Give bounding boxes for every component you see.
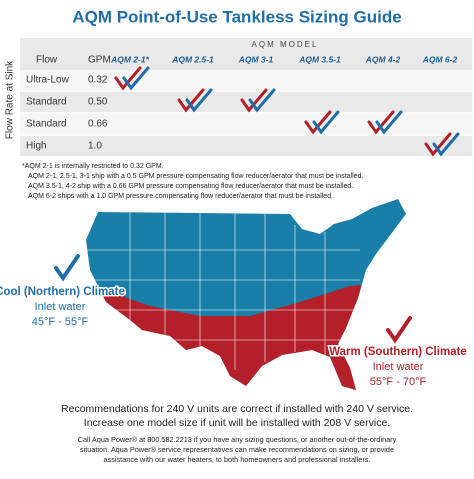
contact: situation. Aqua Power® service represent… <box>80 445 394 454</box>
check-red <box>424 132 452 157</box>
note: Increase one model size if unit will be … <box>84 417 390 429</box>
state-lines <box>86 210 360 370</box>
climate-check <box>386 316 412 344</box>
footnote: *AQM 2-1 is internally restricted to 0.3… <box>22 163 164 170</box>
cell: 0.32 <box>88 75 108 86</box>
checkmark <box>424 132 460 157</box>
cell: Ultra-Low <box>26 75 70 86</box>
column-header: Flow <box>36 55 58 66</box>
column-header: AQM 2-1* <box>110 54 149 64</box>
cell: Standard <box>26 119 67 130</box>
check-red <box>240 88 268 113</box>
check-red <box>114 66 142 91</box>
climate-line: Inlet water <box>373 361 424 373</box>
contact: Call Aqua Power® at 800.582.2213 if you … <box>78 435 397 444</box>
climate-title: Cool (Northern) Climate <box>0 286 125 298</box>
footnote: AQM 3.5-1, 4-2 ship with a 0.66 GPM pres… <box>28 183 353 190</box>
check-blue <box>122 66 150 91</box>
check-blue <box>185 88 213 113</box>
table-bg <box>20 38 472 156</box>
column-header: GPM <box>88 55 111 66</box>
checkmark <box>304 110 340 135</box>
column-header: AQM 3.5-1 <box>298 54 341 64</box>
check-blue <box>312 110 340 135</box>
column-header: AQM 4-2 <box>365 54 401 64</box>
column-header: AQM 3-1 <box>238 54 274 64</box>
footnote: AQM 2-1, 2.5-1, 3-1 ship with a 0.5 GPM … <box>28 173 363 180</box>
check-blue <box>432 132 460 157</box>
climate-line: 45°F - 55°F <box>32 316 89 328</box>
climate-line: 55°F - 70°F <box>370 376 427 388</box>
cell: 0.50 <box>88 97 108 108</box>
footnote: AQM 6-2 ships with a 1.0 GPM pressure co… <box>28 193 333 200</box>
note: Recommendations for 240 V units are corr… <box>61 403 413 415</box>
climate-line: Inlet water <box>35 301 86 313</box>
group-label: AQM MODEL <box>252 40 319 49</box>
cell: High <box>26 141 47 152</box>
us-map <box>86 199 406 390</box>
check-blue <box>375 110 403 135</box>
cell: 1.0 <box>88 141 102 152</box>
check-red <box>177 88 205 113</box>
check-red <box>367 110 395 135</box>
side-label: Flow Rate at Sink <box>5 60 16 139</box>
cell: Standard <box>26 97 67 108</box>
checkmark <box>240 88 276 113</box>
checkmark <box>177 88 213 113</box>
checkmark <box>367 110 403 135</box>
climate-check <box>54 254 80 282</box>
cell: 0.66 <box>88 119 108 130</box>
check-red <box>304 110 332 135</box>
column-header: AQM 6-2 <box>422 54 458 64</box>
column-header: AQM 2.5-1 <box>171 54 214 64</box>
contact: assistance with our water heaters, to bo… <box>104 455 371 464</box>
row-band <box>20 114 472 134</box>
title: AQM Point-of-Use Tankless Sizing Guide <box>72 7 401 26</box>
climate-title: Warm (Southern) Climate <box>329 346 467 358</box>
checkmark <box>114 66 150 91</box>
check-blue <box>248 88 276 113</box>
